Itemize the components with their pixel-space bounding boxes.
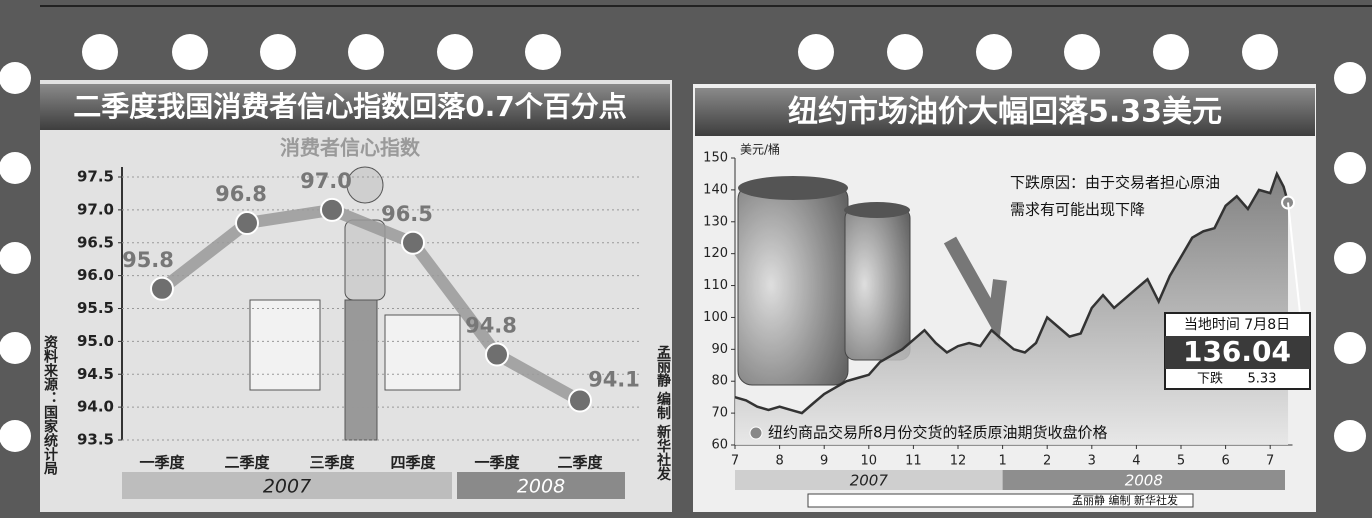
price-area [735,173,1289,445]
credit: 孟丽静 编制 新华社发 [1072,493,1178,507]
y-tick-label: 140 [703,182,728,197]
year-label: 2007 [263,476,311,498]
value-label: 96.5 [381,202,433,226]
chart-title: 纽约市场油价大幅回落5.33美元 [788,95,1222,130]
x-tick-label: 1 [998,454,1006,469]
y-tick-label: 95.5 [77,299,114,317]
y-tick-label: 97.5 [77,168,114,186]
y-tick-label: 96.0 [77,266,114,284]
y-tick-label: 120 [703,246,728,261]
y-tick-label: 70 [711,406,728,421]
x-tick-label: 12 [950,454,967,469]
data-point [401,230,425,255]
y-tick-label: 90 [711,342,728,357]
shopper [249,166,461,441]
x-tick-label: 3 [1088,454,1096,469]
data-point [485,342,509,367]
y-tick-label: 96.5 [77,233,114,251]
callout-date: 当地时间 7月8日 [1184,317,1290,333]
y-axis-label: 美元/桶 [740,142,780,157]
y-tick-label: 97.0 [77,200,114,218]
x-tick-label: 9 [820,454,828,469]
value-label: 97.0 [300,169,352,193]
annotation: 下跌原因：由于交易者担心原油 [1010,174,1220,192]
x-tick-label: 4 [1132,454,1140,469]
line-segment [491,348,586,407]
x-tick-label: 10 [861,454,878,469]
legend-entry: 纽约商品交易所8月份交货的轻质原油期货收盘价格 [768,424,1108,442]
price-line [734,170,1290,415]
callout-price: 136.04 [1183,335,1291,368]
x-tick-label: 一季度 [474,454,520,472]
chart-title: 二季度我国消费者信心指数回落0.7个百分点 [73,90,627,123]
value-label: 94.1 [588,368,640,392]
callout-change: 5.33 [1248,372,1277,387]
data-point [235,211,259,236]
x-tick-label: 5 [1177,454,1185,469]
y-tick-label: 93.5 [77,431,114,449]
year-label: 2007 [850,472,889,490]
right-title-band [695,88,1315,136]
value-label: 94.8 [465,314,517,338]
y-tick-label: 110 [703,278,728,293]
data-point [320,197,344,222]
line-segment [241,203,338,230]
source-note: 资料来源：国家统计局 [42,334,59,476]
x-tick-label: 2 [1043,454,1051,469]
credit: 孟丽静 编制 新华社发 [655,345,672,482]
y-tick-label: 130 [703,214,728,229]
leader-line [1287,202,1301,314]
year-label: 2008 [517,476,565,498]
annotation: 需求有可能出现下降 [1010,201,1145,219]
x-tick-label: 二季度 [557,454,603,472]
year-band [457,472,625,499]
data-point [568,388,592,413]
legend-swatch [749,426,763,440]
line-segment [156,217,253,295]
data-point [150,276,174,301]
year-band [735,470,1003,490]
year-band [1002,470,1285,490]
x-tick-label: 一季度 [139,454,185,472]
x-tick-label: 7 [731,454,739,469]
y-tick-label: 95.0 [77,332,114,350]
callout-price-bg [1165,336,1310,369]
callout-change-label: 下跌 [1197,371,1223,387]
y-tick-label: 100 [703,310,728,325]
value-label: 96.8 [215,182,267,206]
line-segment [407,236,503,361]
x-tick-label: 11 [905,454,922,469]
x-tick-label: 二季度 [224,454,270,472]
y-tick-label: 94.5 [77,365,114,383]
value-label: 95.8 [122,248,174,272]
year-band [122,472,452,499]
line-segment [326,203,419,249]
x-tick-label: 三季度 [309,454,355,472]
x-tick-label: 6 [1221,454,1229,469]
barrels [737,176,911,386]
y-tick-label: 150 [703,151,728,166]
x-tick-label: 8 [775,454,783,469]
chart-subtitle: 消费者信心指数 [280,136,421,160]
x-tick-label: 四季度 [390,454,436,472]
year-label: 2008 [1125,472,1163,490]
left-title-band [40,84,670,130]
x-tick-label: 7 [1266,454,1274,469]
y-tick-label: 60 [711,438,728,453]
film-holes [0,34,1366,452]
y-tick-label: 80 [711,374,728,389]
y-tick-label: 94.0 [77,398,114,416]
credit-box [807,493,1194,508]
down-arrow [943,236,1007,342]
